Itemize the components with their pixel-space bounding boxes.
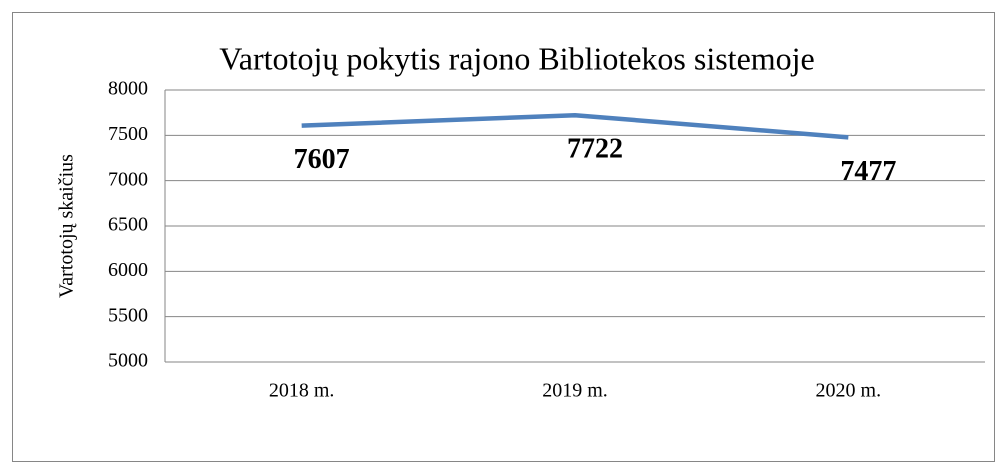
y-tick-label: 6000 [108,259,148,281]
data-label: 7722 [567,134,623,165]
chart-frame [12,12,995,462]
y-tick-label: 5000 [108,350,148,372]
chart-title: Vartotojų pokytis rajono Bibliotekos sis… [219,40,815,76]
y-axis-label: Vartotojų skaičius [56,154,78,298]
y-tick-label: 7500 [108,123,148,145]
y-tick-label: 5500 [108,304,148,326]
x-tick-label: 2019 m. [542,380,608,402]
y-tick-label: 7000 [108,168,148,190]
y-tick-label: 8000 [108,78,148,100]
x-tick-label: 2018 m. [269,380,335,402]
x-tick-label: 2020 m. [816,380,882,402]
data-label: 7607 [294,144,350,175]
data-line [301,112,849,140]
y-tick-label: 6500 [108,214,148,236]
data-label: 7477 [840,156,896,187]
